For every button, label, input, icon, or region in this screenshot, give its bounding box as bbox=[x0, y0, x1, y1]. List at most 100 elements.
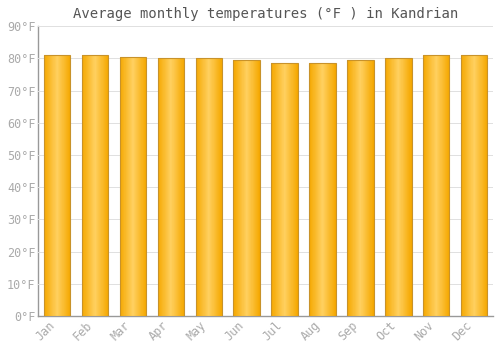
Bar bbox=[107, 55, 108, 316]
Bar bbox=[324, 63, 325, 316]
Bar bbox=[435, 55, 436, 316]
Bar bbox=[94, 55, 95, 316]
Bar bbox=[175, 58, 176, 316]
Bar bbox=[411, 58, 412, 316]
Bar bbox=[58, 55, 59, 316]
Bar bbox=[133, 57, 134, 316]
Bar bbox=[244, 60, 245, 316]
Bar bbox=[387, 58, 388, 316]
Bar bbox=[447, 55, 448, 316]
Bar bbox=[292, 63, 293, 316]
Bar bbox=[127, 57, 128, 316]
Bar bbox=[429, 55, 430, 316]
Bar bbox=[83, 55, 84, 316]
Bar bbox=[370, 60, 371, 316]
Bar bbox=[280, 63, 281, 316]
Bar bbox=[95, 55, 96, 316]
Bar bbox=[405, 58, 406, 316]
Bar bbox=[434, 55, 435, 316]
Bar bbox=[259, 60, 260, 316]
Bar bbox=[221, 58, 222, 316]
Bar bbox=[246, 60, 248, 316]
Bar bbox=[401, 58, 402, 316]
Bar bbox=[202, 58, 203, 316]
Bar bbox=[423, 55, 450, 316]
Bar bbox=[431, 55, 432, 316]
Bar bbox=[295, 63, 296, 316]
Bar bbox=[44, 55, 70, 316]
Bar bbox=[97, 55, 98, 316]
Bar bbox=[316, 63, 317, 316]
Bar bbox=[198, 58, 200, 316]
Bar bbox=[158, 58, 184, 316]
Bar bbox=[363, 60, 364, 316]
Bar bbox=[273, 63, 274, 316]
Bar bbox=[69, 55, 70, 316]
Bar bbox=[358, 60, 359, 316]
Bar bbox=[214, 58, 215, 316]
Bar bbox=[249, 60, 250, 316]
Bar bbox=[397, 58, 398, 316]
Bar bbox=[173, 58, 174, 316]
Bar bbox=[87, 55, 88, 316]
Bar bbox=[286, 63, 287, 316]
Bar bbox=[197, 58, 198, 316]
Bar bbox=[66, 55, 67, 316]
Bar bbox=[272, 63, 298, 316]
Bar bbox=[296, 63, 297, 316]
Bar bbox=[105, 55, 106, 316]
Bar bbox=[485, 55, 486, 316]
Bar bbox=[160, 58, 161, 316]
Bar bbox=[211, 58, 212, 316]
Bar bbox=[181, 58, 182, 316]
Bar bbox=[167, 58, 168, 316]
Bar bbox=[220, 58, 221, 316]
Bar bbox=[400, 58, 401, 316]
Bar bbox=[213, 58, 214, 316]
Bar bbox=[177, 58, 178, 316]
Bar bbox=[134, 57, 135, 316]
Bar bbox=[486, 55, 487, 316]
Bar bbox=[86, 55, 87, 316]
Bar bbox=[367, 60, 368, 316]
Bar bbox=[480, 55, 481, 316]
Bar bbox=[463, 55, 464, 316]
Bar bbox=[60, 55, 61, 316]
Bar bbox=[348, 60, 350, 316]
Bar bbox=[174, 58, 175, 316]
Bar bbox=[442, 55, 443, 316]
Bar bbox=[409, 58, 410, 316]
Bar bbox=[61, 55, 62, 316]
Bar bbox=[161, 58, 162, 316]
Bar bbox=[242, 60, 243, 316]
Bar bbox=[145, 57, 146, 316]
Bar bbox=[56, 55, 57, 316]
Bar bbox=[388, 58, 389, 316]
Bar bbox=[82, 55, 83, 316]
Bar bbox=[479, 55, 480, 316]
Bar bbox=[47, 55, 48, 316]
Bar bbox=[283, 63, 284, 316]
Bar bbox=[312, 63, 313, 316]
Bar bbox=[207, 58, 208, 316]
Bar bbox=[158, 58, 159, 316]
Bar bbox=[126, 57, 127, 316]
Bar bbox=[289, 63, 290, 316]
Bar bbox=[104, 55, 105, 316]
Bar bbox=[199, 58, 200, 316]
Bar bbox=[440, 55, 441, 316]
Bar bbox=[88, 55, 90, 316]
Bar bbox=[473, 55, 474, 316]
Bar bbox=[235, 60, 236, 316]
Bar bbox=[436, 55, 437, 316]
Bar bbox=[445, 55, 446, 316]
Bar bbox=[216, 58, 217, 316]
Bar bbox=[331, 63, 332, 316]
Bar bbox=[63, 55, 64, 316]
Bar bbox=[131, 57, 132, 316]
Bar bbox=[62, 55, 63, 316]
Bar bbox=[50, 55, 51, 316]
Bar bbox=[93, 55, 94, 316]
Bar bbox=[248, 60, 249, 316]
Bar bbox=[334, 63, 336, 316]
